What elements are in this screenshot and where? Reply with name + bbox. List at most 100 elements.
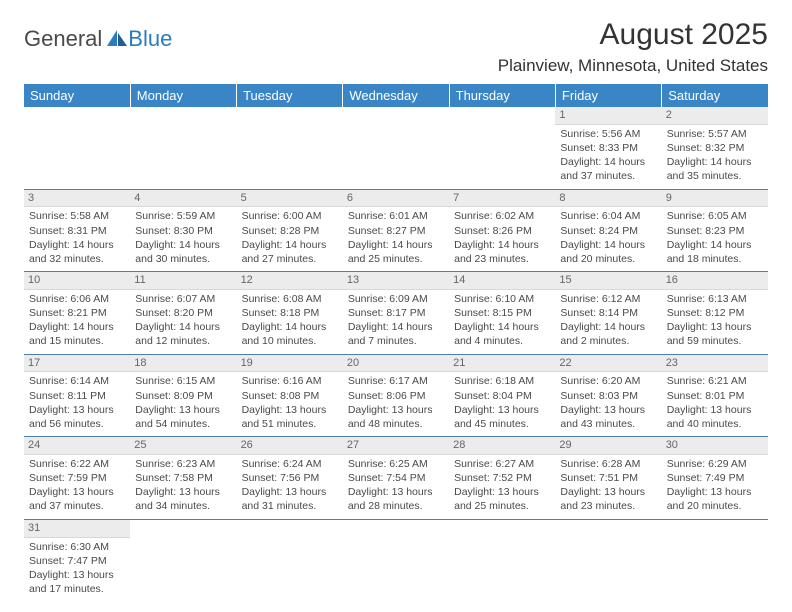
- day-number: 23: [662, 355, 768, 373]
- empty-day: [555, 520, 661, 537]
- calendar-cell: 26Sunrise: 6:24 AMSunset: 7:56 PMDayligh…: [237, 437, 343, 520]
- sunrise-line: Sunrise: 5:56 AM: [560, 127, 656, 141]
- sunset-line: Sunset: 7:59 PM: [29, 471, 125, 485]
- empty-day: [237, 107, 343, 124]
- brand-part1: General: [24, 26, 102, 52]
- empty-day: [343, 107, 449, 124]
- sunrise-line: Sunrise: 6:05 AM: [667, 209, 763, 223]
- sunset-line: Sunset: 8:31 PM: [29, 224, 125, 238]
- calendar-cell: 29Sunrise: 6:28 AMSunset: 7:51 PMDayligh…: [555, 437, 661, 520]
- sunrise-line: Sunrise: 6:28 AM: [560, 457, 656, 471]
- daylight-line: Daylight: 14 hours and 35 minutes.: [667, 155, 763, 183]
- calendar-cell: 4Sunrise: 5:59 AMSunset: 8:30 PMDaylight…: [130, 189, 236, 272]
- calendar-cell: 6Sunrise: 6:01 AMSunset: 8:27 PMDaylight…: [343, 189, 449, 272]
- sunrise-line: Sunrise: 6:08 AM: [242, 292, 338, 306]
- sunset-line: Sunset: 8:24 PM: [560, 224, 656, 238]
- sunset-line: Sunset: 7:56 PM: [242, 471, 338, 485]
- day-number: 1: [555, 107, 661, 125]
- sunrise-line: Sunrise: 6:22 AM: [29, 457, 125, 471]
- calendar-cell: 15Sunrise: 6:12 AMSunset: 8:14 PMDayligh…: [555, 272, 661, 355]
- calendar-cell: 27Sunrise: 6:25 AMSunset: 7:54 PMDayligh…: [343, 437, 449, 520]
- calendar-week: 24 Sunrise: 6:22 AMSunset: 7:59 PM Dayligh…: [24, 437, 768, 520]
- sunset-line: Sunset: 7:49 PM: [667, 471, 763, 485]
- location: Plainview, Minnesota, United States: [498, 56, 768, 76]
- daylight-line: Daylight: 13 hours and 34 minutes.: [135, 485, 231, 513]
- day-number: 16: [662, 272, 768, 290]
- sunrise-line: Sunrise: 6:23 AM: [135, 457, 231, 471]
- daylight-line: Daylight: 13 hours and 20 minutes.: [667, 485, 763, 513]
- daylight-line: Daylight: 14 hours and 27 minutes.: [242, 238, 338, 266]
- calendar-cell: [449, 107, 555, 189]
- sunrise-line: Sunrise: 6:02 AM: [454, 209, 550, 223]
- calendar-cell: 21Sunrise: 6:18 AMSunset: 8:04 PMDayligh…: [449, 354, 555, 437]
- sunset-line: Sunset: 8:11 PM: [29, 389, 125, 403]
- day-number: 4: [130, 190, 236, 208]
- day-number: 17: [24, 355, 130, 373]
- sunrise-line: Sunrise: 5:58 AM: [29, 209, 125, 223]
- empty-day: [662, 520, 768, 537]
- daylight-line: Daylight: 14 hours and 30 minutes.: [135, 238, 231, 266]
- calendar-cell: 30 Sunrise: 6:29 AMSunset: 7:49 PMDayligh…: [662, 437, 768, 520]
- sunrise-line: Sunrise: 6:17 AM: [348, 374, 444, 388]
- brand-part2: Blue: [128, 26, 172, 52]
- daylight-line: Daylight: 13 hours and 31 minutes.: [242, 485, 338, 513]
- daylight-line: Daylight: 13 hours and 45 minutes.: [454, 403, 550, 431]
- sunset-line: Sunset: 8:01 PM: [667, 389, 763, 403]
- day-number: 28: [449, 437, 555, 455]
- daylight-line: Daylight: 13 hours and 48 minutes.: [348, 403, 444, 431]
- month-title: August 2025: [498, 18, 768, 52]
- daylight-line: Daylight: 13 hours and 17 minutes.: [29, 568, 125, 596]
- sunrise-line: Sunrise: 6:29 AM: [667, 457, 763, 471]
- calendar-cell: 25Sunrise: 6:23 AMSunset: 7:58 PMDayligh…: [130, 437, 236, 520]
- sunset-line: Sunset: 8:15 PM: [454, 306, 550, 320]
- calendar-cell: 23Sunrise: 6:21 AMSunset: 8:01 PMDayligh…: [662, 354, 768, 437]
- sunset-line: Sunset: 7:47 PM: [29, 554, 125, 568]
- day-number: 15: [555, 272, 661, 290]
- daylight-line: Daylight: 14 hours and 25 minutes.: [348, 238, 444, 266]
- daylight-line: Daylight: 14 hours and 37 minutes.: [560, 155, 656, 183]
- header: General Blue August 2025 Plainview, Minn…: [24, 18, 768, 76]
- daylight-line: Daylight: 14 hours and 7 minutes.: [348, 320, 444, 348]
- calendar-cell: [343, 107, 449, 189]
- empty-day: [449, 107, 555, 124]
- sunset-line: Sunset: 8:26 PM: [454, 224, 550, 238]
- daylight-line: Daylight: 14 hours and 12 minutes.: [135, 320, 231, 348]
- empty-day: [130, 520, 236, 537]
- calendar-cell: [343, 519, 449, 601]
- day-header: Saturday: [662, 84, 768, 107]
- day-header: Sunday: [24, 84, 130, 107]
- day-header: Wednesday: [343, 84, 449, 107]
- daylight-line: Daylight: 13 hours and 25 minutes.: [454, 485, 550, 513]
- daylight-line: Daylight: 13 hours and 51 minutes.: [242, 403, 338, 431]
- sunset-line: Sunset: 8:27 PM: [348, 224, 444, 238]
- day-number: 6: [343, 190, 449, 208]
- calendar-cell: 9Sunrise: 6:05 AMSunset: 8:23 PMDaylight…: [662, 189, 768, 272]
- day-number: 7: [449, 190, 555, 208]
- sunrise-line: Sunrise: 6:06 AM: [29, 292, 125, 306]
- calendar-week: 17Sunrise: 6:14 AMSunset: 8:11 PMDayligh…: [24, 354, 768, 437]
- daylight-line: Daylight: 13 hours and 56 minutes.: [29, 403, 125, 431]
- calendar-week: 3Sunrise: 5:58 AMSunset: 8:31 PMDaylight…: [24, 189, 768, 272]
- day-number: 27: [343, 437, 449, 455]
- sunset-line: Sunset: 8:28 PM: [242, 224, 338, 238]
- day-number: 10: [24, 272, 130, 290]
- sunset-line: Sunset: 8:12 PM: [667, 306, 763, 320]
- empty-day: [237, 520, 343, 537]
- day-number: 31: [24, 520, 130, 538]
- day-number: 19: [237, 355, 343, 373]
- empty-day: [24, 107, 130, 124]
- sunset-line: Sunset: 8:08 PM: [242, 389, 338, 403]
- day-number: 24: [24, 437, 130, 455]
- daylight-line: Daylight: 14 hours and 23 minutes.: [454, 238, 550, 266]
- sunset-line: Sunset: 7:51 PM: [560, 471, 656, 485]
- calendar-week: 1Sunrise: 5:56 AMSunset: 8:33 PMDaylight…: [24, 107, 768, 189]
- sunrise-line: Sunrise: 6:16 AM: [242, 374, 338, 388]
- sunrise-line: Sunrise: 5:57 AM: [667, 127, 763, 141]
- day-number: 30: [662, 437, 768, 455]
- sunrise-line: Sunrise: 6:15 AM: [135, 374, 231, 388]
- sunrise-line: Sunrise: 6:07 AM: [135, 292, 231, 306]
- day-number: 9: [662, 190, 768, 208]
- sunset-line: Sunset: 8:17 PM: [348, 306, 444, 320]
- daylight-line: Daylight: 13 hours and 59 minutes.: [667, 320, 763, 348]
- sunrise-line: Sunrise: 6:01 AM: [348, 209, 444, 223]
